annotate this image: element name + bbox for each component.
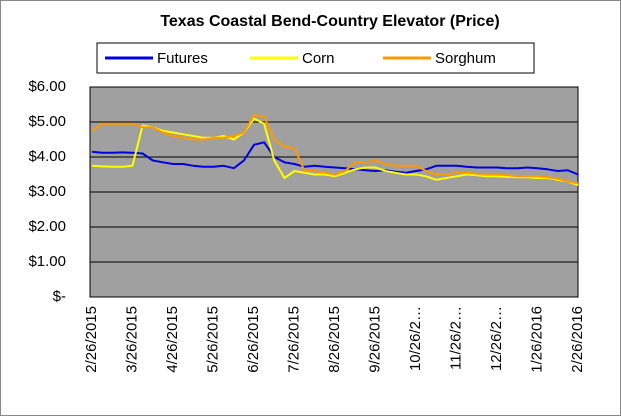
legend-label: Sorghum: [435, 50, 496, 67]
legend-box: [96, 42, 535, 74]
y-tick-label: $6.00: [28, 78, 66, 95]
series-line: [91, 114, 579, 185]
x-tick-label: 8/26/2015: [326, 306, 343, 373]
series-line: [91, 141, 579, 176]
x-tick-label: 11/26/2…: [447, 306, 464, 370]
y-tick-label: $3.00: [28, 183, 66, 200]
x-tick-label: 4/26/2015: [164, 306, 181, 373]
y-tick-label: $1.00: [28, 253, 66, 270]
x-tick-label: 6/26/2015: [245, 306, 262, 373]
y-tick-label: $-: [53, 288, 66, 305]
x-tick-label: 12/26/2…: [488, 306, 505, 371]
chart-title: Texas Coastal Bend-Country Elevator (Pri…: [160, 13, 499, 30]
legend-label: Futures: [157, 50, 208, 67]
x-tick-label: 10/26/2…: [407, 306, 424, 371]
x-tick-label: 9/26/2015: [366, 306, 383, 373]
x-tick-label: 3/26/2015: [123, 306, 140, 373]
y-tick-label: $4.00: [28, 148, 66, 165]
x-tick-label: 2/26/2015: [83, 306, 100, 373]
x-tick-label: 7/26/2015: [285, 306, 302, 373]
y-tick-label: $2.00: [28, 218, 66, 235]
legend-label: Corn: [302, 50, 335, 67]
x-tick-label: 1/26/2016: [528, 306, 545, 373]
series-line: [91, 117, 579, 186]
x-tick-label: 5/26/2015: [204, 306, 221, 373]
y-tick-label: $5.00: [28, 113, 66, 130]
x-tick-label: 2/26/2016: [569, 306, 586, 373]
